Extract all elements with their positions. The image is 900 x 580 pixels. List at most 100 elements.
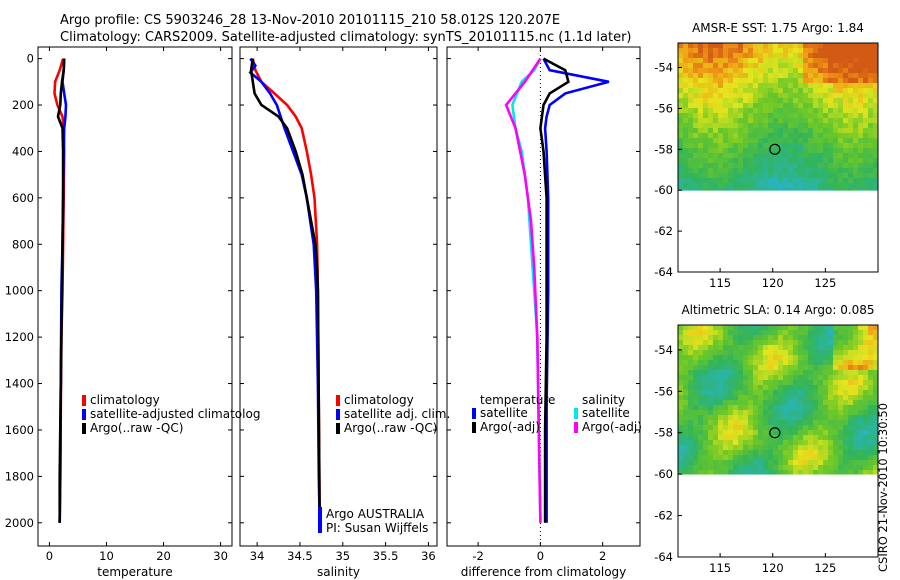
heatmap-cell — [788, 435, 794, 441]
heatmap-cell — [763, 430, 769, 436]
heatmap-cell — [713, 435, 719, 441]
heatmap-cell — [738, 133, 744, 139]
heatmap-cell — [798, 430, 804, 436]
heatmap-cell — [738, 188, 744, 191]
heatmap-cell — [758, 415, 764, 421]
heatmap-cell — [773, 345, 779, 351]
heatmap-cell — [858, 365, 864, 371]
heatmap-cell — [838, 365, 844, 371]
heatmap-cell — [853, 108, 859, 114]
heatmap-cell — [753, 470, 759, 475]
heatmap-cell — [798, 153, 804, 159]
heatmap-cell — [763, 133, 769, 139]
heatmap-cell — [748, 435, 754, 441]
heatmap-cell — [678, 43, 684, 49]
heatmap-cell — [713, 420, 719, 426]
heatmap-cell — [833, 430, 839, 436]
heatmap-cell — [678, 455, 684, 461]
amsr-sst-map-ytick-label: -62 — [654, 224, 673, 238]
heatmap-cell — [848, 168, 854, 174]
heatmap-cell — [688, 78, 694, 84]
heatmap-cell — [688, 48, 694, 54]
heatmap-cell — [718, 445, 724, 451]
heatmap-cell — [858, 113, 864, 119]
heatmap-cell — [678, 168, 684, 174]
heatmap-cell — [838, 108, 844, 114]
heatmap-cell — [778, 380, 784, 386]
heatmap-cell — [763, 350, 769, 356]
heatmap-cell — [773, 430, 779, 436]
heatmap-cell — [683, 335, 689, 341]
heatmap-cell — [753, 345, 759, 351]
heatmap-cell — [823, 63, 829, 69]
heatmap-cell — [708, 73, 714, 79]
heatmap-cell — [703, 123, 709, 129]
salinity-legend-label: climatology — [344, 393, 414, 407]
heatmap-cell — [793, 43, 799, 49]
heatmap-cell — [828, 73, 834, 79]
heatmap-cell — [768, 435, 774, 441]
heatmap-cell — [828, 143, 834, 149]
heatmap-cell — [778, 455, 784, 461]
heatmap-cell — [858, 345, 864, 351]
heatmap-cell — [783, 143, 789, 149]
amsr-sst-map-title: AMSR-E SST: 1.75 Argo: 1.84 — [692, 21, 864, 35]
heatmap-cell — [743, 173, 749, 179]
depth-tick-label: 0 — [27, 52, 34, 66]
heatmap-cell — [798, 93, 804, 99]
heatmap-cell — [853, 138, 859, 144]
heatmap-cell — [738, 128, 744, 134]
heatmap-cell — [863, 153, 869, 159]
heatmap-cell — [713, 410, 719, 416]
heatmap-cell — [753, 395, 759, 401]
heatmap-cell — [848, 405, 854, 411]
heatmap-cell — [833, 435, 839, 441]
heatmap-cell — [683, 53, 689, 59]
heatmap-cell — [823, 158, 829, 164]
heatmap-cell — [828, 360, 834, 366]
heatmap-cell — [748, 68, 754, 74]
heatmap-cell — [843, 355, 849, 361]
heatmap-cell — [758, 48, 764, 54]
heatmap-cell — [768, 118, 774, 124]
heatmap-cell — [793, 168, 799, 174]
heatmap-cell — [858, 133, 864, 139]
heatmap-cell — [768, 360, 774, 366]
altimetric-sla-map-xtick-label: 120 — [762, 561, 784, 575]
heatmap-cell — [868, 78, 874, 84]
heatmap-cell — [823, 345, 829, 351]
heatmap-cell — [833, 375, 839, 381]
heatmap-cell — [678, 73, 684, 79]
heatmap-cell — [818, 420, 824, 426]
heatmap-cell — [723, 355, 729, 361]
heatmap-cell — [718, 360, 724, 366]
heatmap-cell — [863, 460, 869, 466]
heatmap-cell — [723, 335, 729, 341]
heatmap-cell — [848, 410, 854, 416]
heatmap-cell — [858, 163, 864, 169]
heatmap-cell — [798, 450, 804, 456]
heatmap-cell — [763, 340, 769, 346]
heatmap-cell — [863, 455, 869, 461]
heatmap-cell — [863, 148, 869, 154]
heatmap-cell — [798, 390, 804, 396]
heatmap-cell — [793, 133, 799, 139]
heatmap-cell — [853, 43, 859, 49]
heatmap-cell — [768, 148, 774, 154]
heatmap-cell — [858, 395, 864, 401]
heatmap-cell — [843, 48, 849, 54]
heatmap-cell — [753, 330, 759, 336]
heatmap-cell — [838, 355, 844, 361]
heatmap-cell — [818, 365, 824, 371]
heatmap-cell — [808, 330, 814, 336]
heatmap-cell — [848, 68, 854, 74]
heatmap-cell — [833, 183, 839, 189]
heatmap-cell — [748, 63, 754, 69]
heatmap-cell — [853, 350, 859, 356]
heatmap-cell — [753, 390, 759, 396]
heatmap-cell — [808, 73, 814, 79]
heatmap-cell — [738, 375, 744, 381]
heatmap-cell — [708, 440, 714, 446]
heatmap-cell — [778, 460, 784, 466]
heatmap-cell — [723, 395, 729, 401]
